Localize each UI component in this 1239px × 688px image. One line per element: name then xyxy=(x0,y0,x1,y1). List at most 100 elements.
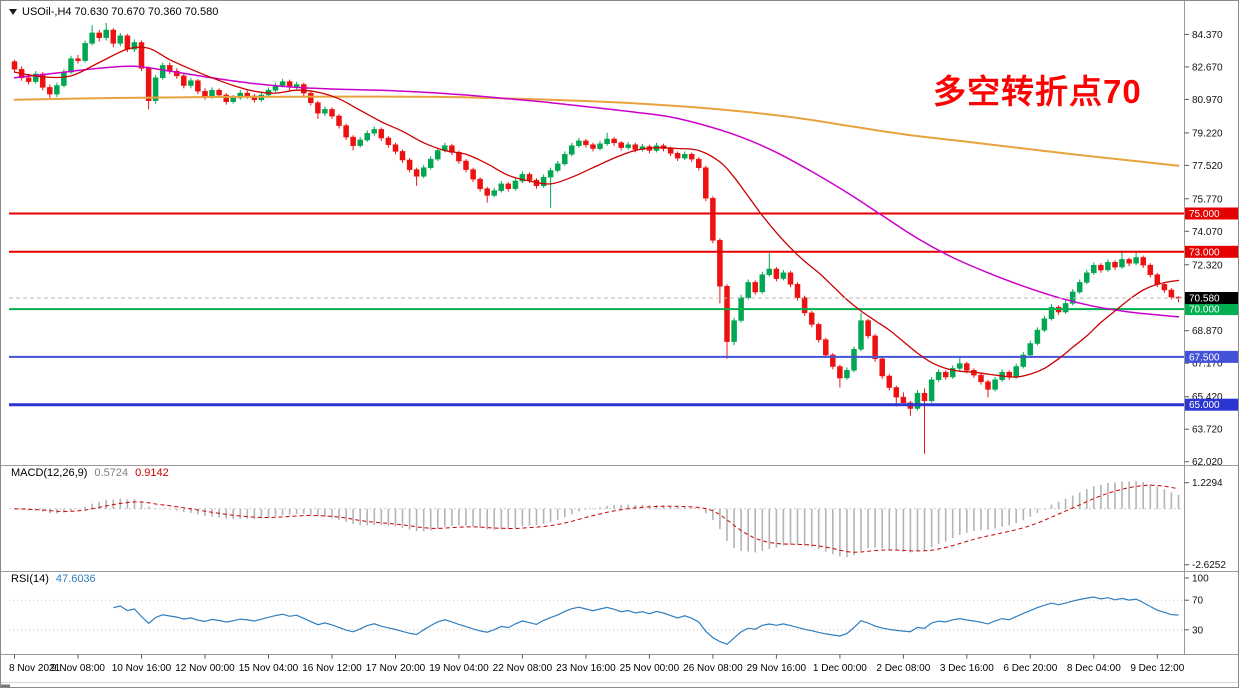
candle-body xyxy=(942,371,949,378)
price-tick-label: 62.020 xyxy=(1192,457,1223,468)
macd-histogram-bar xyxy=(133,499,136,509)
candle-body xyxy=(110,29,117,44)
macd-histogram-bar xyxy=(867,508,869,549)
macd-histogram-bar xyxy=(782,508,785,546)
candle-body xyxy=(886,375,893,388)
candle-body xyxy=(124,35,131,50)
candle-body xyxy=(308,92,314,103)
price-tick-label: 82.670 xyxy=(1192,62,1223,73)
rsi-panel-group[interactable]: 100 70 30 xyxy=(9,574,1209,645)
symbol-triangle-icon xyxy=(9,9,17,15)
macd-histogram-bar xyxy=(571,508,573,515)
macd-histogram-bar xyxy=(401,508,404,528)
candle-body xyxy=(837,366,843,379)
ma-slow-orange xyxy=(13,95,1180,167)
macd-histogram-bar xyxy=(176,508,178,511)
candle-body xyxy=(1112,262,1118,268)
candle-body xyxy=(703,167,709,199)
macd-histogram-bar xyxy=(719,508,721,530)
candle-body xyxy=(540,176,547,187)
candle-body xyxy=(512,180,519,189)
price-axis-group[interactable]: 84.370 82.670 80.970 79.220 77.520 75.770 74.0… xyxy=(1184,30,1239,468)
macd-histogram-bar xyxy=(923,508,926,551)
macd-histogram-bar xyxy=(775,508,778,548)
time-axis-label: 8 Dec 04:00 xyxy=(1067,663,1121,674)
candle-body xyxy=(823,339,829,356)
macd-histogram-bar xyxy=(352,508,354,525)
candle-body xyxy=(597,143,603,149)
macd-histogram-bar xyxy=(1114,482,1116,509)
macd-histogram-bar xyxy=(387,508,390,526)
candle-body xyxy=(435,150,441,160)
macd-histogram-bar xyxy=(627,504,629,509)
scrollbar-nub[interactable] xyxy=(1,684,10,688)
candle-body xyxy=(724,285,730,342)
macd-histogram-bar xyxy=(662,505,665,509)
macd-histogram-bar xyxy=(274,508,277,517)
candle-body xyxy=(1034,329,1041,344)
macd-histogram-bar xyxy=(951,508,954,539)
candle-body xyxy=(47,87,53,95)
annotation-text[interactable]: 多空转折点70 xyxy=(933,73,1142,110)
macd-histogram-bar xyxy=(1135,481,1137,509)
macd-histogram-bar xyxy=(860,508,862,551)
candle-body xyxy=(815,324,822,340)
candle-body xyxy=(681,154,688,159)
candle-body xyxy=(131,42,138,50)
macd-histogram-bar xyxy=(415,508,418,532)
candle-body xyxy=(350,136,356,146)
macd-histogram-bar xyxy=(1043,508,1046,510)
price-tick-label: 67.170 xyxy=(1192,359,1223,370)
candle-body xyxy=(230,97,236,102)
rsi-indicator-label: RSI(14) 47.6036 xyxy=(11,573,96,585)
candle-body xyxy=(893,387,900,398)
price-tick-label: 75.770 xyxy=(1192,194,1223,205)
macd-histogram-bar xyxy=(451,508,453,526)
candle-body xyxy=(604,138,610,145)
candles-group xyxy=(11,23,1182,454)
candle-body xyxy=(82,43,88,61)
macd-histogram-bar xyxy=(959,508,961,535)
candle-body xyxy=(992,379,998,390)
macd-histogram-bar xyxy=(620,504,622,509)
candle-body xyxy=(562,154,568,165)
candle-body xyxy=(590,144,596,149)
chart-title-bar: USOil-,H4 70.630 70.670 70.360 70.580 xyxy=(9,6,218,18)
candle-body xyxy=(159,65,166,79)
candle-body xyxy=(830,354,836,367)
macd-panel-group[interactable]: 1.2294 -2.6252 xyxy=(9,478,1226,571)
macd-histogram-bar xyxy=(592,508,594,510)
macd-histogram-bar xyxy=(1015,508,1017,524)
macd-main-value: 0.5724 xyxy=(94,467,129,479)
macd-histogram-bar xyxy=(937,508,940,545)
candle-body xyxy=(181,75,187,86)
macd-histogram-bar xyxy=(295,508,298,514)
macd-histogram-bar xyxy=(690,508,693,509)
rsi-value: 47.6036 xyxy=(55,573,96,585)
candle-body xyxy=(223,94,229,102)
candle-body xyxy=(237,92,244,99)
macd-histogram-bar xyxy=(126,499,129,509)
macd-histogram-bar xyxy=(549,508,552,522)
candle-body xyxy=(1091,264,1097,274)
candle-body xyxy=(583,140,589,145)
candle-body xyxy=(117,35,124,44)
macd-histogram-bar xyxy=(486,508,488,530)
candle-body xyxy=(1133,257,1139,264)
macd-histogram-bar xyxy=(599,507,601,509)
candle-body xyxy=(174,70,180,77)
macd-histogram-bar xyxy=(429,508,432,531)
macd-histogram-bar xyxy=(84,506,86,509)
macd-histogram-bar xyxy=(359,508,361,526)
candle-body xyxy=(89,32,95,44)
candle-body xyxy=(1048,306,1055,319)
time-axis-label: 19 Nov 04:00 xyxy=(429,663,489,674)
macd-histogram-bar xyxy=(317,508,319,517)
macd-histogram-bar xyxy=(338,508,340,520)
macd-histogram-bar xyxy=(154,508,157,509)
macd-tick-label: 1.2294 xyxy=(1192,478,1223,489)
price-tick-label: 65.420 xyxy=(1192,392,1223,403)
